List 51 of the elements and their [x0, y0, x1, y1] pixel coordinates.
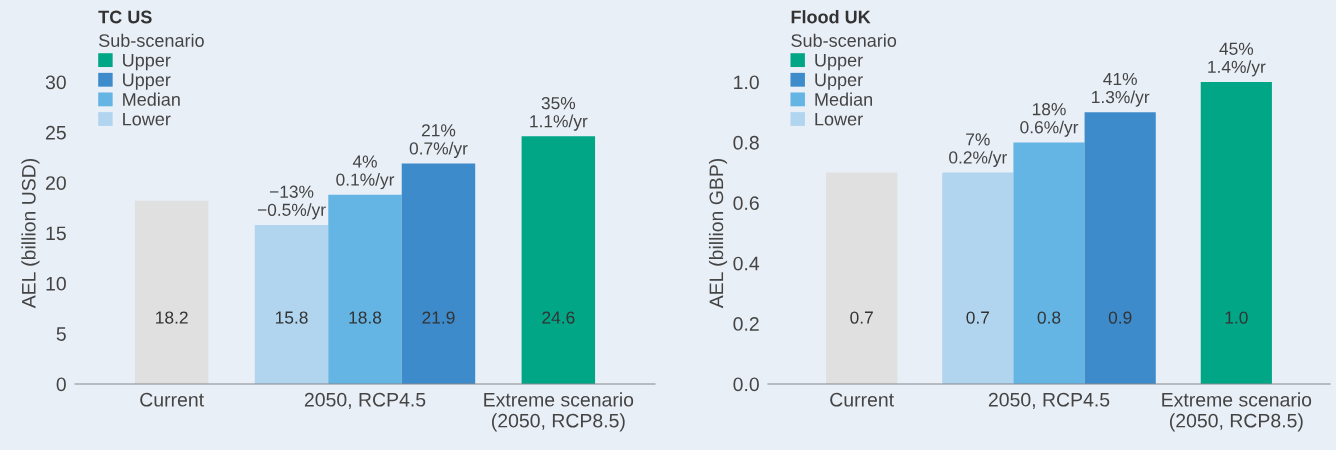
y-axis-title: AEL (billion GBP) [708, 158, 728, 309]
annotation: 4% 0.1%/yr [336, 155, 395, 190]
y-tick-label: 0 [56, 377, 66, 392]
y-tick-label: 0.2 [733, 317, 759, 331]
data-label: 0.9 [1108, 311, 1132, 324]
annotation: 21% 0.7%/yr [409, 124, 468, 158]
legend-title: Sub-scenario [99, 33, 204, 47]
x-tick-label: Extreme scenario (2050, RCP8.5) [1162, 392, 1312, 432]
y-tick-label: 30 [45, 75, 66, 90]
data-label: 0.7 [966, 311, 990, 324]
y-tick-label: 0.6 [733, 196, 759, 211]
y-tick-label: 0.4 [733, 256, 760, 271]
data-label: 24.6 [542, 311, 575, 324]
data-label: 18.2 [156, 311, 188, 324]
x-tick-label: 2050, RCP4.5 [304, 392, 426, 409]
x-tick-label: 2050, RCP4.5 [988, 392, 1110, 409]
annotation: 35% 1.1%/yr [530, 97, 588, 131]
text: 45% 1.4%/yr [1208, 42, 1266, 77]
legend-label: Upper [123, 53, 171, 71]
y-tick-label: 0.0 [733, 377, 759, 392]
legend-label: Median [815, 92, 872, 106]
data-label: 0.7 [850, 311, 873, 324]
legend-label: Upper [815, 73, 863, 90]
y-tick-label: 1.0 [734, 75, 759, 90]
annotation: 7% 0.2%/yr [949, 133, 1007, 168]
data-label: 1.0 [1225, 311, 1248, 324]
data-label: 18.8 [349, 311, 382, 324]
annotation: 18% 0.6%/yr [1020, 103, 1079, 137]
legend-label: Lower [815, 112, 863, 126]
y-tick-label: 5 [56, 327, 66, 341]
y-tick-label: 10 [46, 276, 66, 291]
annotation: 41% 1.3%/yr [1092, 72, 1150, 107]
data-label: 21.9 [422, 311, 455, 324]
data-label: 15.8 [275, 311, 308, 324]
chart-title: TC US [98, 10, 152, 24]
legend-label: Upper [815, 53, 863, 71]
annotation: −13% −0.5%/yr [257, 185, 326, 220]
y-tick-label: 25 [46, 125, 66, 140]
chart-title: Flood UK [791, 10, 871, 24]
y-axis-title: AEL (billion USD) [21, 158, 40, 309]
y-tick-label: 15 [46, 226, 66, 241]
x-tick-label: Current [830, 392, 894, 407]
data-label: 0.8 [1037, 311, 1061, 324]
legend-label: Upper [123, 73, 171, 90]
legend-label: Median [123, 92, 180, 106]
y-tick-label: 20 [46, 176, 66, 190]
legend-label: Lower [123, 112, 171, 126]
legend-title: Sub-scenario [791, 33, 897, 47]
x-tick-label: Extreme scenario (2050, RCP8.5) [484, 392, 634, 432]
x-tick-label: Current [140, 392, 204, 407]
y-tick-label: 0.8 [733, 135, 759, 150]
